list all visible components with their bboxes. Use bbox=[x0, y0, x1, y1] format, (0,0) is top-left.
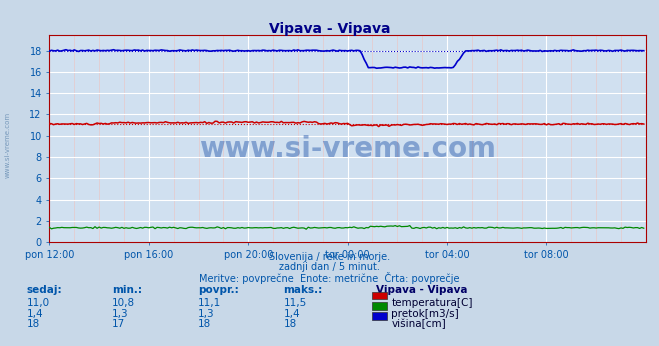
Text: Meritve: povprečne  Enote: metrične  Črta: povprečje: Meritve: povprečne Enote: metrične Črta:… bbox=[199, 272, 460, 284]
Text: višina[cm]: višina[cm] bbox=[391, 319, 446, 329]
Text: min.:: min.: bbox=[112, 285, 142, 295]
Text: Vipava - Vipava: Vipava - Vipava bbox=[269, 22, 390, 36]
Text: 1,4: 1,4 bbox=[283, 309, 300, 319]
Text: 18: 18 bbox=[198, 319, 211, 329]
Text: 1,3: 1,3 bbox=[112, 309, 129, 319]
Text: 1,3: 1,3 bbox=[198, 309, 214, 319]
Text: www.si-vreme.com: www.si-vreme.com bbox=[5, 112, 11, 179]
Text: 1,4: 1,4 bbox=[26, 309, 43, 319]
Text: 11,1: 11,1 bbox=[198, 298, 221, 308]
Text: 18: 18 bbox=[26, 319, 40, 329]
Text: Slovenija / reke in morje.: Slovenija / reke in morje. bbox=[269, 252, 390, 262]
Text: 11,0: 11,0 bbox=[26, 298, 49, 308]
Text: pretok[m3/s]: pretok[m3/s] bbox=[391, 309, 459, 319]
Text: 11,5: 11,5 bbox=[283, 298, 306, 308]
Text: zadnji dan / 5 minut.: zadnji dan / 5 minut. bbox=[279, 262, 380, 272]
Text: Vipava - Vipava: Vipava - Vipava bbox=[376, 285, 467, 295]
Text: temperatura[C]: temperatura[C] bbox=[391, 298, 473, 308]
Text: maks.:: maks.: bbox=[283, 285, 323, 295]
Text: povpr.:: povpr.: bbox=[198, 285, 239, 295]
Text: 17: 17 bbox=[112, 319, 125, 329]
Text: www.si-vreme.com: www.si-vreme.com bbox=[199, 135, 496, 163]
Text: 18: 18 bbox=[283, 319, 297, 329]
Text: sedaj:: sedaj: bbox=[26, 285, 62, 295]
Text: 10,8: 10,8 bbox=[112, 298, 135, 308]
